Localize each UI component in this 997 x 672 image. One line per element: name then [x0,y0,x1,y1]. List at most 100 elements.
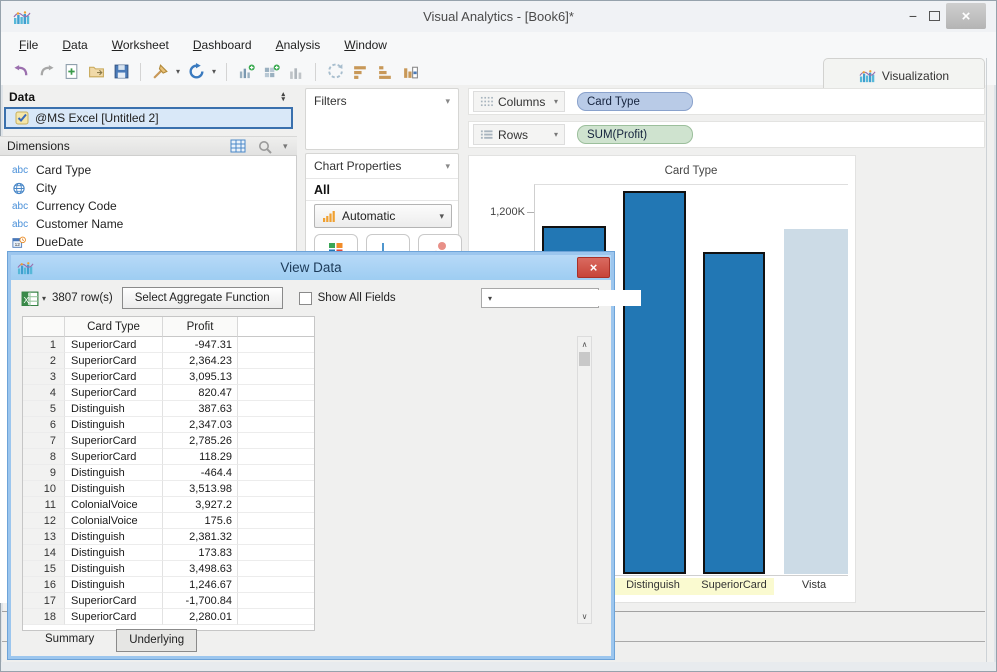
data-connection-item[interactable]: @MS Excel [Untitled 2] [4,107,293,129]
dimensions-menu-caret-icon[interactable]: ▾ [283,141,288,151]
dialog-close-button[interactable]: × [577,257,610,278]
menu-file[interactable]: File [19,38,39,52]
data-source-icon[interactable] [150,62,170,82]
column-header-card-type[interactable]: Card Type [65,317,163,337]
dimension-currency-code[interactable]: abc Currency Code [0,197,296,215]
columns-caret-icon[interactable]: ▾ [553,97,558,106]
menu-dashboard[interactable]: Dashboard [192,38,252,52]
cell-profit: 1,246.67 [163,577,238,593]
mark-type-select[interactable]: Automatic ▾ [314,204,452,228]
sort-updown-icon[interactable]: ▴ ▾ [281,91,285,103]
dimension-card-type[interactable]: abc Card Type [0,161,296,179]
save-icon[interactable] [111,62,131,82]
menu-window[interactable]: Window [344,38,387,52]
undo-icon[interactable] [11,62,31,82]
redo-icon[interactable] [36,62,56,82]
fit-bars-icon[interactable] [400,62,420,82]
table-row[interactable]: 15 Distinguish 3,498.63 [23,561,314,577]
cell-card_type: Distinguish [65,481,163,497]
table-row[interactable]: 18 SuperiorCard 2,280.01 [23,609,314,625]
view-as-table-icon[interactable] [230,139,246,154]
new-dashboard-icon[interactable] [261,62,281,82]
bar-distinguish[interactable] [623,191,686,574]
bar-vista[interactable] [784,229,848,574]
scroll-thumb[interactable] [579,352,590,366]
rows-shelf[interactable]: Rows ▾ SUM(Profit) [468,121,985,148]
table-row[interactable]: 14 Distinguish 173.83 [23,545,314,561]
menu-analysis[interactable]: Analysis [275,38,321,52]
minimize-button[interactable]: − [908,8,918,24]
chart-properties-caret-icon[interactable]: ▾ [445,160,450,171]
dropdown-caret-icon[interactable]: ▾ [212,67,217,76]
table-row[interactable]: 3 SuperiorCard 3,095.13 [23,369,314,385]
refresh-icon[interactable] [186,62,206,82]
maximize-button[interactable] [929,11,940,21]
chart-properties-title: Chart Properties [314,159,402,173]
cell-filler [238,401,314,417]
filters-caret-icon[interactable]: ▾ [445,95,450,106]
scroll-down-arrow[interactable]: ∨ [581,611,588,621]
dimension-city[interactable]: City [0,179,296,197]
cell-profit: 387.63 [163,401,238,417]
menu-data[interactable]: Data [62,38,88,52]
table-row[interactable]: 5 Distinguish 387.63 [23,401,314,417]
sort-ascending-icon[interactable] [375,62,395,82]
table-row[interactable]: 17 SuperiorCard -1,700.84 [23,593,314,609]
pill-sum-profit[interactable]: SUM(Profit) [577,125,693,144]
category-label-distinguish[interactable]: Distinguish [626,579,680,591]
rows-caret-icon[interactable]: ▾ [553,130,558,139]
clear-sheet-icon[interactable] [325,62,345,82]
show-all-fields-checkbox[interactable]: Show All Fields [298,291,396,305]
columns-shelf-box[interactable]: Columns ▾ [473,91,565,112]
menu-worksheet[interactable]: Worksheet [111,38,169,52]
category-label-superiorcard[interactable]: SuperiorCard [701,579,767,591]
dropdown-caret-icon[interactable]: ▾ [176,67,181,76]
table-row[interactable]: 16 Distinguish 1,246.67 [23,577,314,593]
dimension-customer-name[interactable]: abc Customer Name [0,215,296,233]
bar-superiorcard[interactable] [703,252,765,574]
rows-shelf-box[interactable]: Rows ▾ [473,124,565,145]
title-bar[interactable]: Visual Analytics - [Book6]* − × [1,1,996,32]
vertical-scrollbar[interactable]: ∧ ∨ [577,336,592,624]
column-header-profit[interactable]: Profit [163,317,238,337]
open-icon[interactable] [86,62,106,82]
table-row[interactable]: 4 SuperiorCard 820.47 [23,385,314,401]
dimension-duedate[interactable]: 12 DueDate [0,233,296,251]
table-row[interactable]: 7 SuperiorCard 2,785.26 [23,433,314,449]
new-worksheet-icon[interactable] [236,62,256,82]
table-row[interactable]: 1 SuperiorCard -947.31 [23,337,314,353]
columns-shelf[interactable]: Columns ▾ Card Type [468,88,985,115]
table-row[interactable]: 9 Distinguish -464.4 [23,465,314,481]
tab-visualization[interactable]: Visualization [823,58,985,92]
filters-header[interactable]: Filters ▾ [306,89,458,113]
tab-summary[interactable]: Summary [45,633,95,645]
tab-underlying[interactable]: Underlying [116,629,198,652]
search-box[interactable]: ▾ [481,288,642,308]
scroll-up-arrow[interactable]: ∧ [581,339,588,349]
cell-profit: 2,381.32 [163,529,238,545]
sort-descending-icon[interactable] [350,62,370,82]
dialog-title-bar[interactable]: View Data × [11,255,611,280]
pill-card-type[interactable]: Card Type [577,92,693,111]
select-aggregate-function-button[interactable]: Select Aggregate Function [121,287,283,309]
cell-card_type: Distinguish [65,561,163,577]
category-label-vista[interactable]: Vista [801,579,827,591]
cell-card_type: SuperiorCard [65,369,163,385]
table-row[interactable]: 6 Distinguish 2,347.03 [23,417,314,433]
table-row[interactable]: 13 Distinguish 2,381.32 [23,529,314,545]
find-field-icon[interactable] [257,139,273,154]
search-input[interactable] [499,290,642,306]
show-all-fields-label: Show All Fields [317,292,396,304]
table-row[interactable]: 10 Distinguish 3,513.98 [23,481,314,497]
duplicate-sheet-icon[interactable] [286,62,306,82]
rows-icon [480,129,493,141]
chart-properties-header[interactable]: Chart Properties ▾ [306,154,458,178]
table-row[interactable]: 2 SuperiorCard 2,364.23 [23,353,314,369]
mark-type-value: Automatic [342,209,396,223]
table-row[interactable]: 8 SuperiorCard 118.29 [23,449,314,465]
table-row[interactable]: 11 ColonialVoice 3,927.2 [23,497,314,513]
export-to-excel-button[interactable]: X ▾ [21,291,46,306]
close-button[interactable]: × [946,3,986,29]
table-row[interactable]: 12 ColonialVoice 175.6 [23,513,314,529]
new-workbook-icon[interactable] [61,62,81,82]
